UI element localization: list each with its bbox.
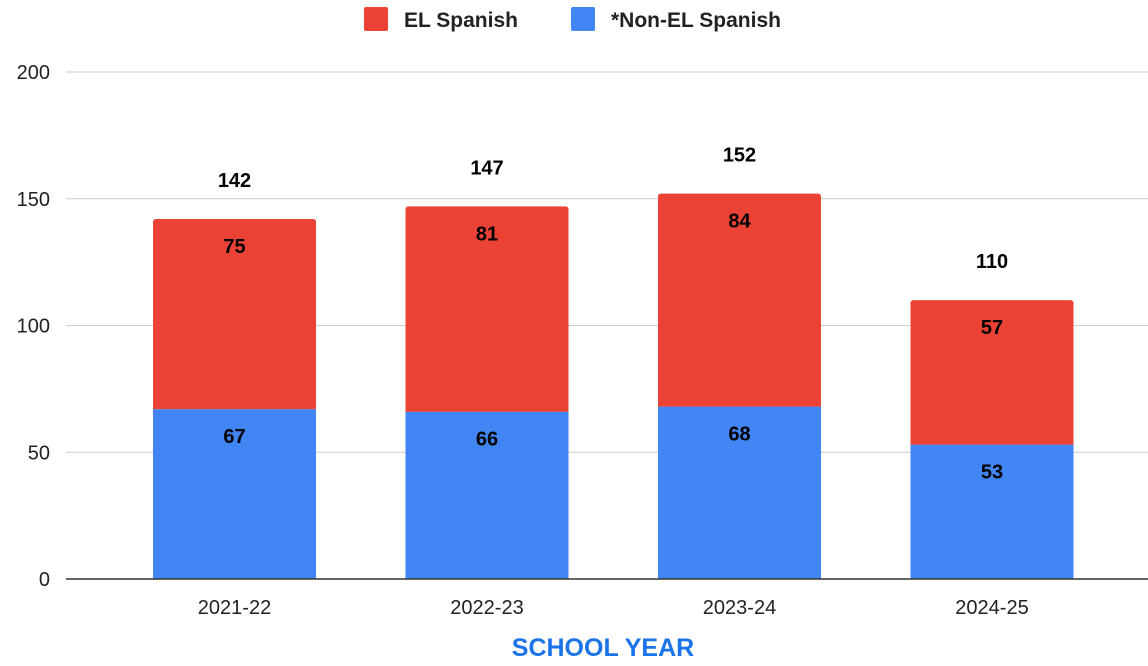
segment-value-label: 67 — [223, 426, 245, 448]
bar-segment-non-el — [658, 406, 821, 579]
segment-value-label: 53 — [981, 462, 1003, 484]
bars — [153, 193, 1074, 579]
bar-segment-el — [153, 219, 316, 410]
total-value-label: 152 — [723, 145, 756, 167]
segment-value-label: 57 — [981, 317, 1003, 339]
total-value-label: 110 — [976, 251, 1008, 273]
y-tick-label: 150 — [17, 189, 50, 211]
bar-segment-el — [405, 206, 569, 412]
x-tick-label: 2023-24 — [703, 597, 776, 619]
x-axis-ticks: 2021-22 2022-23 2023-24 2024-25 — [198, 597, 1029, 619]
total-value-label: 142 — [218, 170, 251, 192]
legend-label: EL Spanish — [404, 9, 518, 32]
bar-segment-el — [658, 193, 821, 407]
segment-value-label: 75 — [223, 236, 245, 258]
bar-segment-non-el — [153, 409, 316, 579]
segment-value-label: 84 — [728, 211, 751, 233]
x-tick-label: 2024-25 — [955, 597, 1028, 619]
legend: EL Spanish *Non-EL Spanish — [364, 7, 781, 32]
total-value-label: 147 — [470, 157, 503, 179]
x-tick-label: 2021-22 — [198, 597, 271, 619]
segment-value-label: 68 — [728, 424, 750, 446]
legend-swatch — [364, 7, 388, 31]
bar-segment-non-el — [910, 444, 1074, 579]
y-tick-label: 200 — [17, 62, 50, 84]
legend-swatch — [571, 7, 595, 31]
y-tick-label: 100 — [17, 316, 50, 338]
x-axis-title: SCHOOL YEAR — [512, 634, 694, 661]
y-tick-label: 50 — [28, 442, 50, 464]
data-labels: 67 75 142 66 81 147 68 84 152 53 57 110 — [218, 145, 1008, 484]
y-tick-label: 0 — [39, 569, 50, 591]
y-axis-ticks: 0 50 100 150 200 — [17, 62, 50, 591]
legend-label: *Non-EL Spanish — [611, 9, 781, 32]
x-tick-label: 2022-23 — [450, 597, 523, 619]
bar-segment-el — [910, 300, 1074, 445]
segment-value-label: 66 — [476, 429, 498, 451]
bar-segment-non-el — [405, 411, 569, 579]
segment-value-label: 81 — [476, 223, 498, 245]
